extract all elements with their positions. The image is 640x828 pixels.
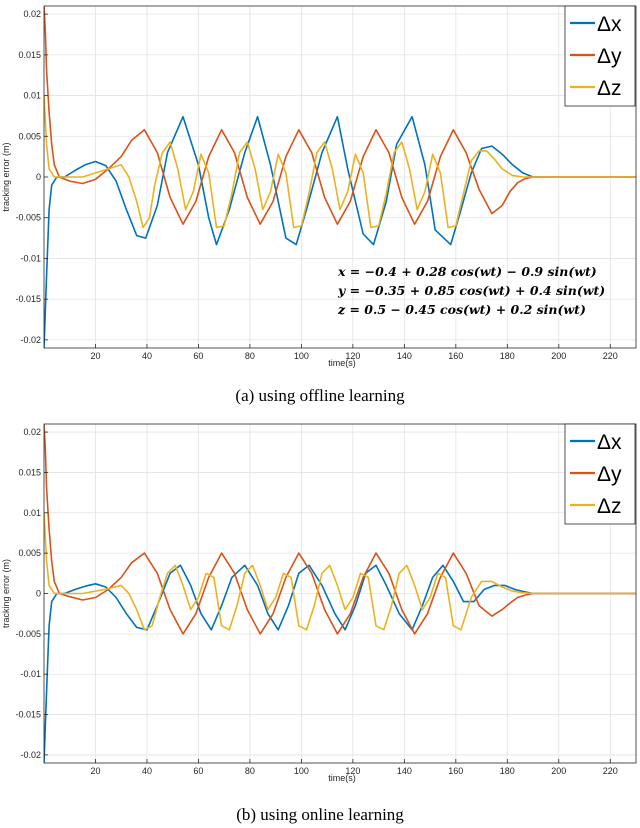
legend-label-3: Δz	[597, 77, 622, 100]
series-line-1	[44, 115, 636, 348]
y-tick-label: -0.005	[15, 629, 41, 639]
y-tick-label: -0.02	[20, 750, 41, 760]
legend-label-2: Δy	[597, 463, 622, 486]
y-tick-label: 0	[36, 589, 41, 599]
x-axis-label: time(s)	[328, 358, 356, 368]
legend-label-1: Δx	[597, 13, 622, 36]
x-tick-label: 140	[397, 351, 412, 361]
y-axis-label: tracking error (m)	[1, 142, 11, 211]
y-tick-label: -0.01	[20, 253, 41, 263]
y-tick-label: 0.005	[18, 131, 41, 141]
legend-label-2: Δy	[597, 45, 622, 68]
x-tick-label: 160	[448, 351, 463, 361]
legend-label-3: Δz	[597, 495, 622, 518]
legend: Δx Δy Δz	[564, 423, 636, 525]
annotation: x = −0.4 + 0.28 cos(wt) − 0.9 sin(wt) y =…	[337, 264, 605, 317]
annotation-line-3: z = 0.5 − 0.45 cos(wt) + 0.2 sin(wt)	[337, 302, 586, 317]
x-tick-label: 60	[193, 766, 203, 776]
x-tick-label: 80	[245, 766, 255, 776]
y-tick-label: -0.02	[20, 335, 41, 345]
y-tick-label: 0	[36, 172, 41, 182]
x-tick-label: 20	[90, 766, 100, 776]
series-line-3	[44, 512, 636, 631]
x-tick-label: 180	[500, 351, 515, 361]
annotation-line-1: x = −0.4 + 0.28 cos(wt) − 0.9 sin(wt)	[337, 264, 597, 279]
x-axis-label: time(s)	[328, 773, 356, 783]
caption-1: (a) using offline learning	[235, 386, 405, 405]
y-tick-label: 0.01	[23, 91, 41, 101]
x-tick-label: 40	[142, 351, 152, 361]
series-line-2	[44, 6, 636, 225]
y-tick-label: 0.015	[18, 467, 41, 477]
series-group	[44, 6, 636, 348]
y-tick-label: 0.02	[23, 9, 41, 19]
x-tick-label: 140	[397, 766, 412, 776]
y-tick-label: 0.005	[18, 548, 41, 558]
y-tick-label: 0.01	[23, 508, 41, 518]
x-tick-label: 220	[603, 766, 618, 776]
x-tick-label: 120	[345, 766, 360, 776]
x-tick-label: 100	[294, 351, 309, 361]
y-tick-label: -0.005	[15, 213, 41, 223]
chart-2: 20 40 60 80 100 120 140 160 180 200 220 -0.02 -0.015…	[1, 423, 637, 783]
y-tick-label: -0.015	[15, 710, 41, 720]
y-tick-label: 0.015	[18, 50, 41, 60]
x-tick-label: 60	[193, 351, 203, 361]
x-tick-label: 180	[500, 766, 515, 776]
y-tick-label: 0.02	[23, 427, 41, 437]
series-line-1	[44, 564, 636, 763]
chart-1: 20 40 60 80 100 120 140 160 180 200 220 -0.02 -0.015…	[1, 5, 637, 368]
y-tick-label: -0.015	[15, 294, 41, 304]
legend: Δx Δy Δz	[564, 5, 636, 107]
x-tick-label: 40	[142, 766, 152, 776]
series-line-2	[44, 424, 636, 635]
caption-2: (b) using online learning	[236, 805, 404, 824]
x-tick-label: 120	[345, 351, 360, 361]
legend-label-1: Δx	[597, 431, 622, 454]
x-tick-label: 200	[551, 351, 566, 361]
y-tick-label: -0.01	[20, 669, 41, 679]
x-tick-label: 100	[294, 766, 309, 776]
series-group	[44, 424, 636, 763]
annotation-line-2: y = −0.35 + 0.85 cos(wt) + 0.4 sin(wt)	[337, 283, 605, 298]
x-tick-label: 200	[551, 766, 566, 776]
x-tick-label: 20	[90, 351, 100, 361]
x-tick-label: 80	[245, 351, 255, 361]
x-tick-label: 220	[603, 351, 618, 361]
series-line-3	[44, 95, 636, 229]
y-axis-label: tracking error (m)	[1, 559, 11, 628]
x-tick-label: 160	[448, 766, 463, 776]
